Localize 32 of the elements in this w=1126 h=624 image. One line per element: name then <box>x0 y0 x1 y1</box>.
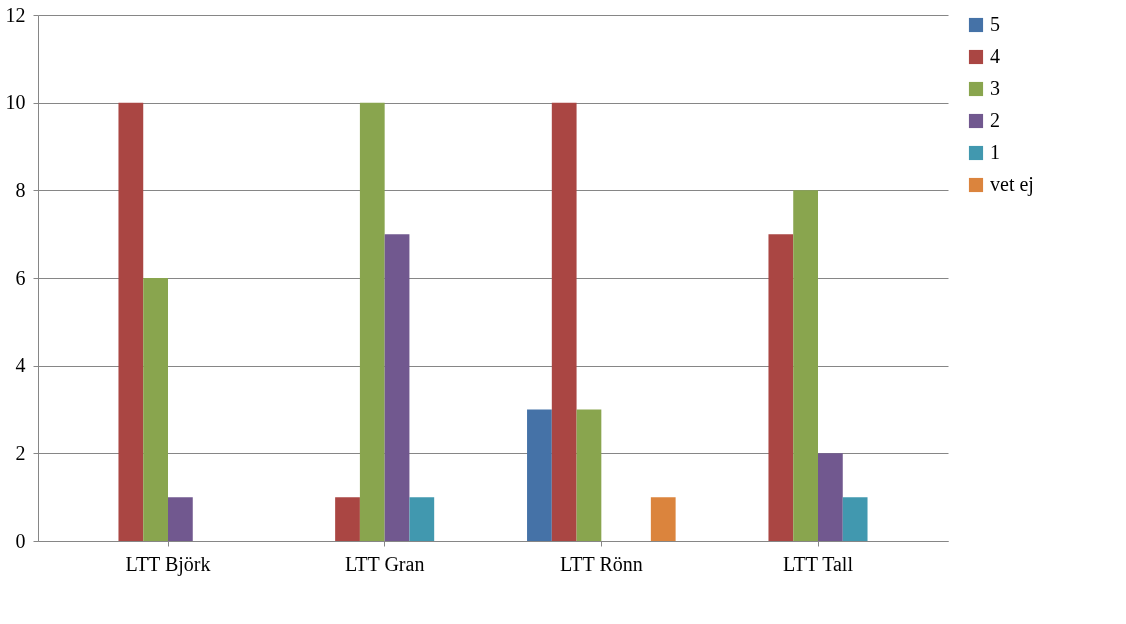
legend-label: 5 <box>990 13 1000 35</box>
bar <box>168 497 193 541</box>
legend-label: 4 <box>990 45 1000 67</box>
legend-label: vet ej <box>990 173 1034 196</box>
x-tick-label: LTT Tall <box>783 552 854 575</box>
bar <box>335 497 360 541</box>
bar <box>384 234 410 541</box>
bar <box>143 278 168 541</box>
y-tick-label: 6 <box>15 266 26 289</box>
y-tick-label: 12 <box>5 3 26 26</box>
y-tick-label: 0 <box>15 529 26 552</box>
y-tick-label: 4 <box>15 354 26 377</box>
bar <box>650 497 676 541</box>
bar <box>409 497 435 541</box>
legend-label: 3 <box>990 77 1000 99</box>
legend-label: 2 <box>990 109 1000 131</box>
bar <box>576 409 602 541</box>
bar <box>818 453 843 541</box>
x-tick-label: LTT Rönn <box>559 552 643 575</box>
x-tick-label: LTT Gran <box>344 552 425 575</box>
y-tick-label: 10 <box>5 91 26 114</box>
bar <box>768 234 794 541</box>
bar <box>359 102 385 541</box>
bar <box>551 102 577 541</box>
bar <box>527 409 552 541</box>
y-tick-label: 8 <box>15 178 26 201</box>
legend-label: 1 <box>990 141 1000 163</box>
x-tick-label: LTT Björk <box>125 552 211 576</box>
y-tick-label: 2 <box>15 441 26 464</box>
bar <box>842 497 868 541</box>
bar <box>793 190 818 541</box>
bar <box>118 102 144 541</box>
